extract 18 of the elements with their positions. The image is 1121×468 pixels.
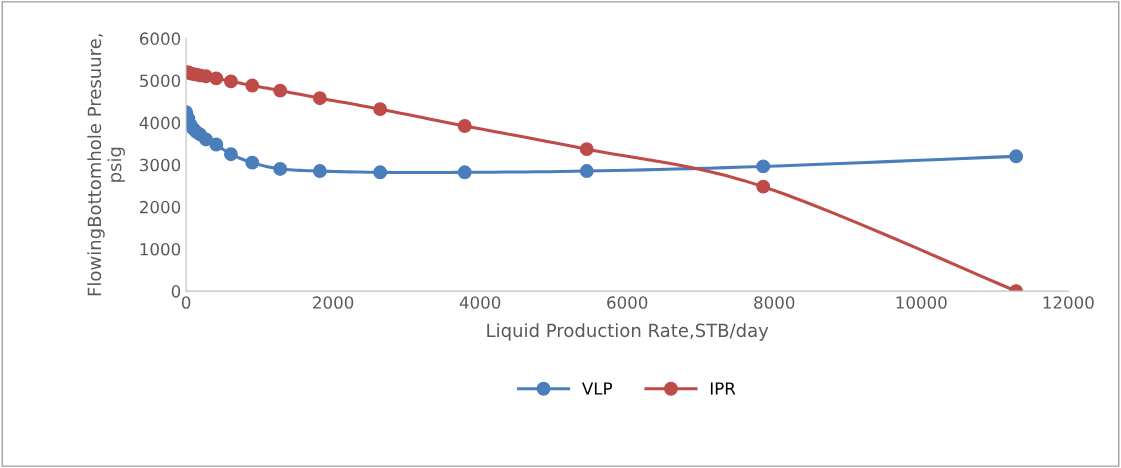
x-tick-label: 10000 (896, 296, 947, 309)
y-axis-title: FlowingBottomhole Presuure, psig (87, 34, 125, 296)
x-axis-title: Liquid Production Rate,STB/day (487, 323, 769, 341)
x-tick-label: 2000 (313, 296, 354, 309)
y-tick-label: 5000 (140, 74, 181, 88)
y-tick-label: 6000 (139, 32, 181, 45)
y-tick-label: 3000 (140, 158, 181, 172)
y-tick-label: 1000 (140, 242, 181, 256)
legend-label: VLP (582, 382, 613, 395)
x-tick-label: 8000 (754, 296, 795, 309)
x-tick-label: 0 (181, 296, 191, 309)
x-tick-label: 4000 (459, 296, 501, 309)
y-tick-label: 0 (171, 285, 181, 298)
y-tick-label: 4000 (139, 116, 181, 130)
x-tick-label: 6000 (607, 296, 648, 309)
y-tick-label: 2000 (140, 200, 181, 214)
x-tick-label: 12000 (1043, 296, 1094, 309)
legend-label: IPR (710, 382, 736, 395)
